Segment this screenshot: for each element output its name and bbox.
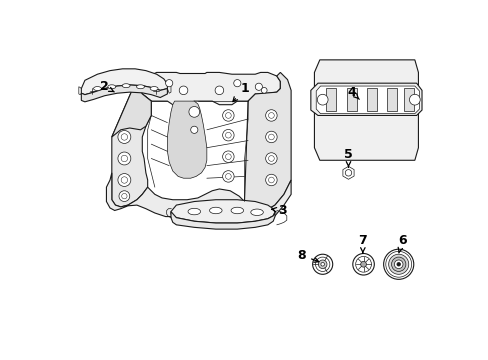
- Ellipse shape: [187, 208, 200, 215]
- Polygon shape: [112, 83, 151, 137]
- Circle shape: [118, 131, 131, 143]
- Circle shape: [317, 94, 327, 105]
- Circle shape: [345, 170, 351, 176]
- Ellipse shape: [250, 209, 263, 216]
- Circle shape: [396, 262, 400, 266]
- Circle shape: [268, 113, 274, 118]
- Circle shape: [391, 257, 405, 271]
- Circle shape: [261, 87, 266, 93]
- Circle shape: [268, 156, 274, 161]
- Polygon shape: [106, 173, 290, 223]
- Text: 5: 5: [344, 148, 352, 167]
- Circle shape: [121, 134, 127, 140]
- Circle shape: [315, 257, 329, 271]
- Circle shape: [222, 130, 234, 141]
- Ellipse shape: [209, 207, 222, 214]
- Text: 7: 7: [358, 234, 366, 253]
- Ellipse shape: [108, 85, 116, 89]
- Ellipse shape: [136, 85, 144, 89]
- Polygon shape: [171, 212, 274, 229]
- Circle shape: [122, 193, 127, 199]
- Circle shape: [121, 177, 127, 183]
- Text: 8: 8: [297, 249, 318, 262]
- Polygon shape: [386, 88, 396, 111]
- Polygon shape: [81, 69, 167, 95]
- Circle shape: [360, 261, 366, 267]
- Circle shape: [355, 256, 371, 272]
- Ellipse shape: [93, 87, 101, 90]
- Polygon shape: [310, 83, 421, 116]
- Polygon shape: [314, 60, 418, 160]
- Circle shape: [222, 171, 234, 182]
- Circle shape: [388, 254, 408, 274]
- Circle shape: [188, 107, 199, 117]
- Circle shape: [215, 86, 223, 95]
- Polygon shape: [244, 72, 290, 212]
- Circle shape: [255, 83, 262, 90]
- Circle shape: [385, 251, 411, 277]
- Circle shape: [320, 262, 324, 266]
- Polygon shape: [167, 101, 206, 178]
- Circle shape: [165, 80, 172, 87]
- Polygon shape: [171, 200, 274, 223]
- Polygon shape: [404, 88, 414, 111]
- Circle shape: [179, 86, 187, 95]
- Circle shape: [225, 113, 231, 118]
- Text: 1: 1: [232, 82, 248, 102]
- Circle shape: [225, 132, 231, 138]
- Text: 3: 3: [271, 204, 286, 217]
- Polygon shape: [112, 83, 151, 207]
- Circle shape: [394, 260, 402, 269]
- Text: 4: 4: [347, 86, 359, 99]
- Circle shape: [352, 253, 373, 275]
- Circle shape: [119, 191, 129, 202]
- Circle shape: [265, 174, 277, 186]
- Circle shape: [265, 153, 277, 164]
- Circle shape: [118, 152, 131, 165]
- Polygon shape: [346, 88, 356, 111]
- Polygon shape: [135, 72, 280, 105]
- Circle shape: [190, 126, 198, 134]
- Circle shape: [222, 110, 234, 121]
- Circle shape: [312, 254, 332, 274]
- Circle shape: [383, 249, 413, 279]
- Circle shape: [318, 260, 326, 269]
- Circle shape: [233, 80, 241, 87]
- Circle shape: [225, 174, 231, 179]
- Circle shape: [225, 154, 231, 159]
- Text: 6: 6: [397, 234, 406, 253]
- Polygon shape: [325, 88, 335, 111]
- Circle shape: [265, 131, 277, 143]
- Circle shape: [265, 110, 277, 121]
- Polygon shape: [81, 85, 167, 102]
- Circle shape: [118, 174, 131, 186]
- Circle shape: [268, 134, 274, 140]
- Polygon shape: [316, 86, 419, 114]
- Ellipse shape: [230, 207, 243, 214]
- Circle shape: [408, 94, 419, 105]
- Polygon shape: [342, 166, 353, 179]
- Circle shape: [222, 151, 234, 162]
- Polygon shape: [366, 88, 376, 111]
- Text: 2: 2: [100, 80, 114, 93]
- Ellipse shape: [122, 84, 130, 87]
- Ellipse shape: [150, 87, 158, 90]
- Circle shape: [121, 155, 127, 162]
- Circle shape: [268, 177, 274, 183]
